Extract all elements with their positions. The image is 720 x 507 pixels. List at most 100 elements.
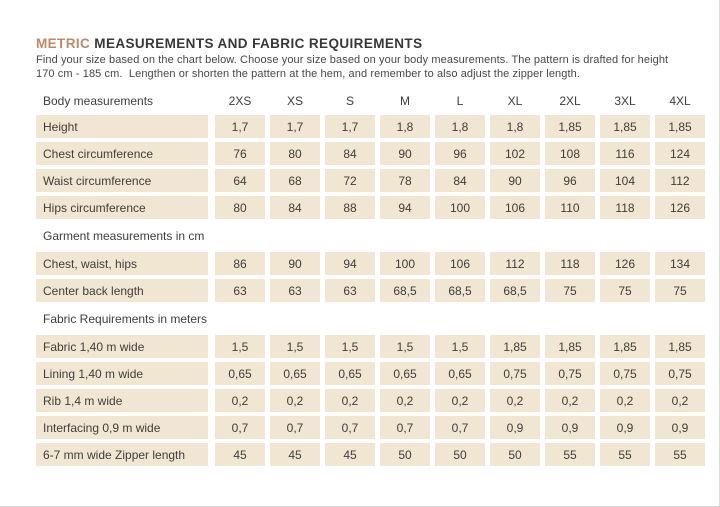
table-row: Height 1,7 1,7 1,7 1,8 1,8 1,8 1,85 1,85 1,85: [36, 115, 706, 138]
table-row: Center back length 63 63 63 68,5 68,5 68,5 75 75…: [36, 279, 706, 302]
value-cell: 1,7: [325, 115, 375, 138]
table-row: Interfacing 0,9 m wide 0,7 0,7 0,7 0,7 0,7 0,9…: [36, 416, 706, 439]
value-cell: 110: [545, 196, 595, 219]
table-row: Rib 1,4 m wide 0,2 0,2 0,2 0,2 0,2 0,2 0,2 0,2 0,…: [36, 389, 706, 412]
value-cell: 126: [655, 196, 705, 219]
row-label: Chest circumference: [36, 142, 208, 165]
value-cell: 45: [215, 443, 265, 466]
value-cell: 90: [270, 252, 320, 275]
page-title-accent: METRIC: [36, 36, 91, 51]
value-cell: 1,85: [600, 115, 650, 138]
value-cell: 50: [490, 443, 540, 466]
size-column-header-4xl: 4XL: [669, 94, 691, 108]
value-cell: 96: [435, 142, 485, 165]
value-cell: 86: [215, 252, 265, 275]
row-label: Waist circumference: [36, 169, 208, 192]
value-cell: 0,7: [325, 416, 375, 439]
value-cell: 0,7: [380, 416, 430, 439]
row-label: Rib 1,4 m wide: [36, 389, 208, 412]
value-cell: 63: [215, 279, 265, 302]
value-cell: 0,65: [380, 362, 430, 385]
value-cell: 1,5: [435, 335, 485, 358]
value-cell: 0,2: [545, 389, 595, 412]
value-cell: 63: [325, 279, 375, 302]
size-column-header-s: S: [345, 94, 354, 108]
row-label: Hips circumference: [36, 196, 208, 219]
value-cell: 1,8: [435, 115, 485, 138]
value-cell: 0,9: [600, 416, 650, 439]
value-cell: 0,2: [655, 389, 705, 412]
value-cell: 90: [380, 142, 430, 165]
value-cell: 45: [270, 443, 320, 466]
table-row: Fabric 1,40 m wide 1,5 1,5 1,5 1,5 1,5 1,85 1,8…: [36, 335, 706, 358]
value-cell: 1,8: [490, 115, 540, 138]
value-cell: 0,2: [380, 389, 430, 412]
size-column-header-m: M: [400, 94, 410, 108]
value-cell: 116: [600, 142, 650, 165]
value-cell: 0,2: [215, 389, 265, 412]
value-cell: 104: [600, 169, 650, 192]
value-cell: 0,75: [655, 362, 705, 385]
intro-text: Find your size based on the chart below.…: [36, 54, 706, 81]
value-cell: 0,9: [655, 416, 705, 439]
value-cell: 75: [545, 279, 595, 302]
value-cell: 0,65: [270, 362, 320, 385]
row-label: Center back length: [36, 279, 208, 302]
value-cell: 1,85: [545, 115, 595, 138]
section-title: Garment measurements in cm: [43, 229, 205, 243]
size-column-header-3xl: 3XL: [614, 94, 636, 108]
value-cell: 108: [545, 142, 595, 165]
value-cell: 0,65: [215, 362, 265, 385]
value-cell: 1,85: [545, 335, 595, 358]
column-header-body-measurements: Body measurements: [43, 94, 154, 108]
value-cell: 1,5: [380, 335, 430, 358]
size-column-header-2xs: 2XS: [228, 94, 252, 108]
value-cell: 0,7: [215, 416, 265, 439]
value-cell: 94: [380, 196, 430, 219]
value-cell: 0,2: [600, 389, 650, 412]
value-cell: 68,5: [380, 279, 430, 302]
intro-text-line-2: 170 cm - 185 cm. Lengthen or shorten the…: [36, 67, 580, 80]
value-cell: 78: [380, 169, 430, 192]
value-cell: 76: [215, 142, 265, 165]
section-title: Fabric Requirements in meters: [43, 312, 208, 326]
value-cell: 50: [380, 443, 430, 466]
value-cell: 106: [490, 196, 540, 219]
value-cell: 0,9: [545, 416, 595, 439]
value-cell: 118: [545, 252, 595, 275]
table-header-row: Body measurements 2XS XS S M L XL 2XL 3XL 4XL: [36, 92, 706, 110]
value-cell: 1,85: [490, 335, 540, 358]
value-cell: 75: [600, 279, 650, 302]
value-cell: 68,5: [435, 279, 485, 302]
value-cell: 112: [490, 252, 540, 275]
value-cell: 1,5: [270, 335, 320, 358]
size-column-header-2xl: 2XL: [559, 94, 581, 108]
value-cell: 68: [270, 169, 320, 192]
value-cell: 0,2: [435, 389, 485, 412]
row-label: Chest, waist, hips: [36, 252, 208, 275]
value-cell: 55: [545, 443, 595, 466]
document-content: METRIC MEASUREMENTS AND FABRIC REQUIREME…: [36, 36, 706, 470]
value-cell: 55: [600, 443, 650, 466]
page-title: METRIC MEASUREMENTS AND FABRIC REQUIREME…: [36, 36, 706, 51]
page-title-rest: MEASUREMENTS AND FABRIC REQUIREMENTS: [90, 36, 423, 51]
value-cell: 96: [545, 169, 595, 192]
value-cell: 1,8: [380, 115, 430, 138]
value-cell: 84: [270, 196, 320, 219]
value-cell: 84: [325, 142, 375, 165]
value-cell: 72: [325, 169, 375, 192]
value-cell: 88: [325, 196, 375, 219]
value-cell: 102: [490, 142, 540, 165]
value-cell: 50: [435, 443, 485, 466]
value-cell: 126: [600, 252, 650, 275]
size-chart-table: Body measurements 2XS XS S M L XL 2XL 3XL 4XL He…: [36, 92, 706, 466]
value-cell: 75: [655, 279, 705, 302]
value-cell: 0,7: [435, 416, 485, 439]
value-cell: 80: [270, 142, 320, 165]
table-row: Chest, waist, hips 86 90 94 100 106 112 118 126 1…: [36, 252, 706, 275]
table-row: Chest circumference 76 80 84 90 96 102 108 116 12…: [36, 142, 706, 165]
size-column-header-l: L: [456, 94, 464, 108]
value-cell: 0,75: [545, 362, 595, 385]
value-cell: 0,75: [600, 362, 650, 385]
value-cell: 64: [215, 169, 265, 192]
